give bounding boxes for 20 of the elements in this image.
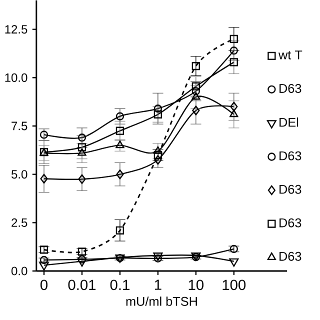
x-tick-label: 10 xyxy=(188,280,204,290)
y-tick-label: 7.5 xyxy=(12,122,28,130)
x-tick-label: 1 xyxy=(154,280,162,290)
x-tick-label: 0.1 xyxy=(110,280,130,290)
legend-label: D63 xyxy=(280,84,302,93)
y-tick-label: 12.5 xyxy=(5,25,28,34)
legend-label: wt T xyxy=(278,50,302,60)
x-tick-label: 0 xyxy=(40,280,48,290)
legend-label: DEl xyxy=(280,117,298,127)
y-tick-label: 0.0 xyxy=(11,266,28,276)
y-tick-label: 10.0 xyxy=(5,73,28,82)
legend-label: D63 xyxy=(280,151,302,160)
legend-label: D63 xyxy=(280,218,302,228)
x-tick-label: 100 xyxy=(222,280,246,290)
legend-label: D63 xyxy=(280,252,302,261)
legend-label: D63 xyxy=(280,184,302,194)
y-tick-label: 2.5 xyxy=(12,218,28,227)
x-tick-label: 0.01 xyxy=(68,280,96,290)
y-tick-label: 5.0 xyxy=(11,170,28,179)
x-axis-title: mU/ml bTSH xyxy=(126,296,197,306)
